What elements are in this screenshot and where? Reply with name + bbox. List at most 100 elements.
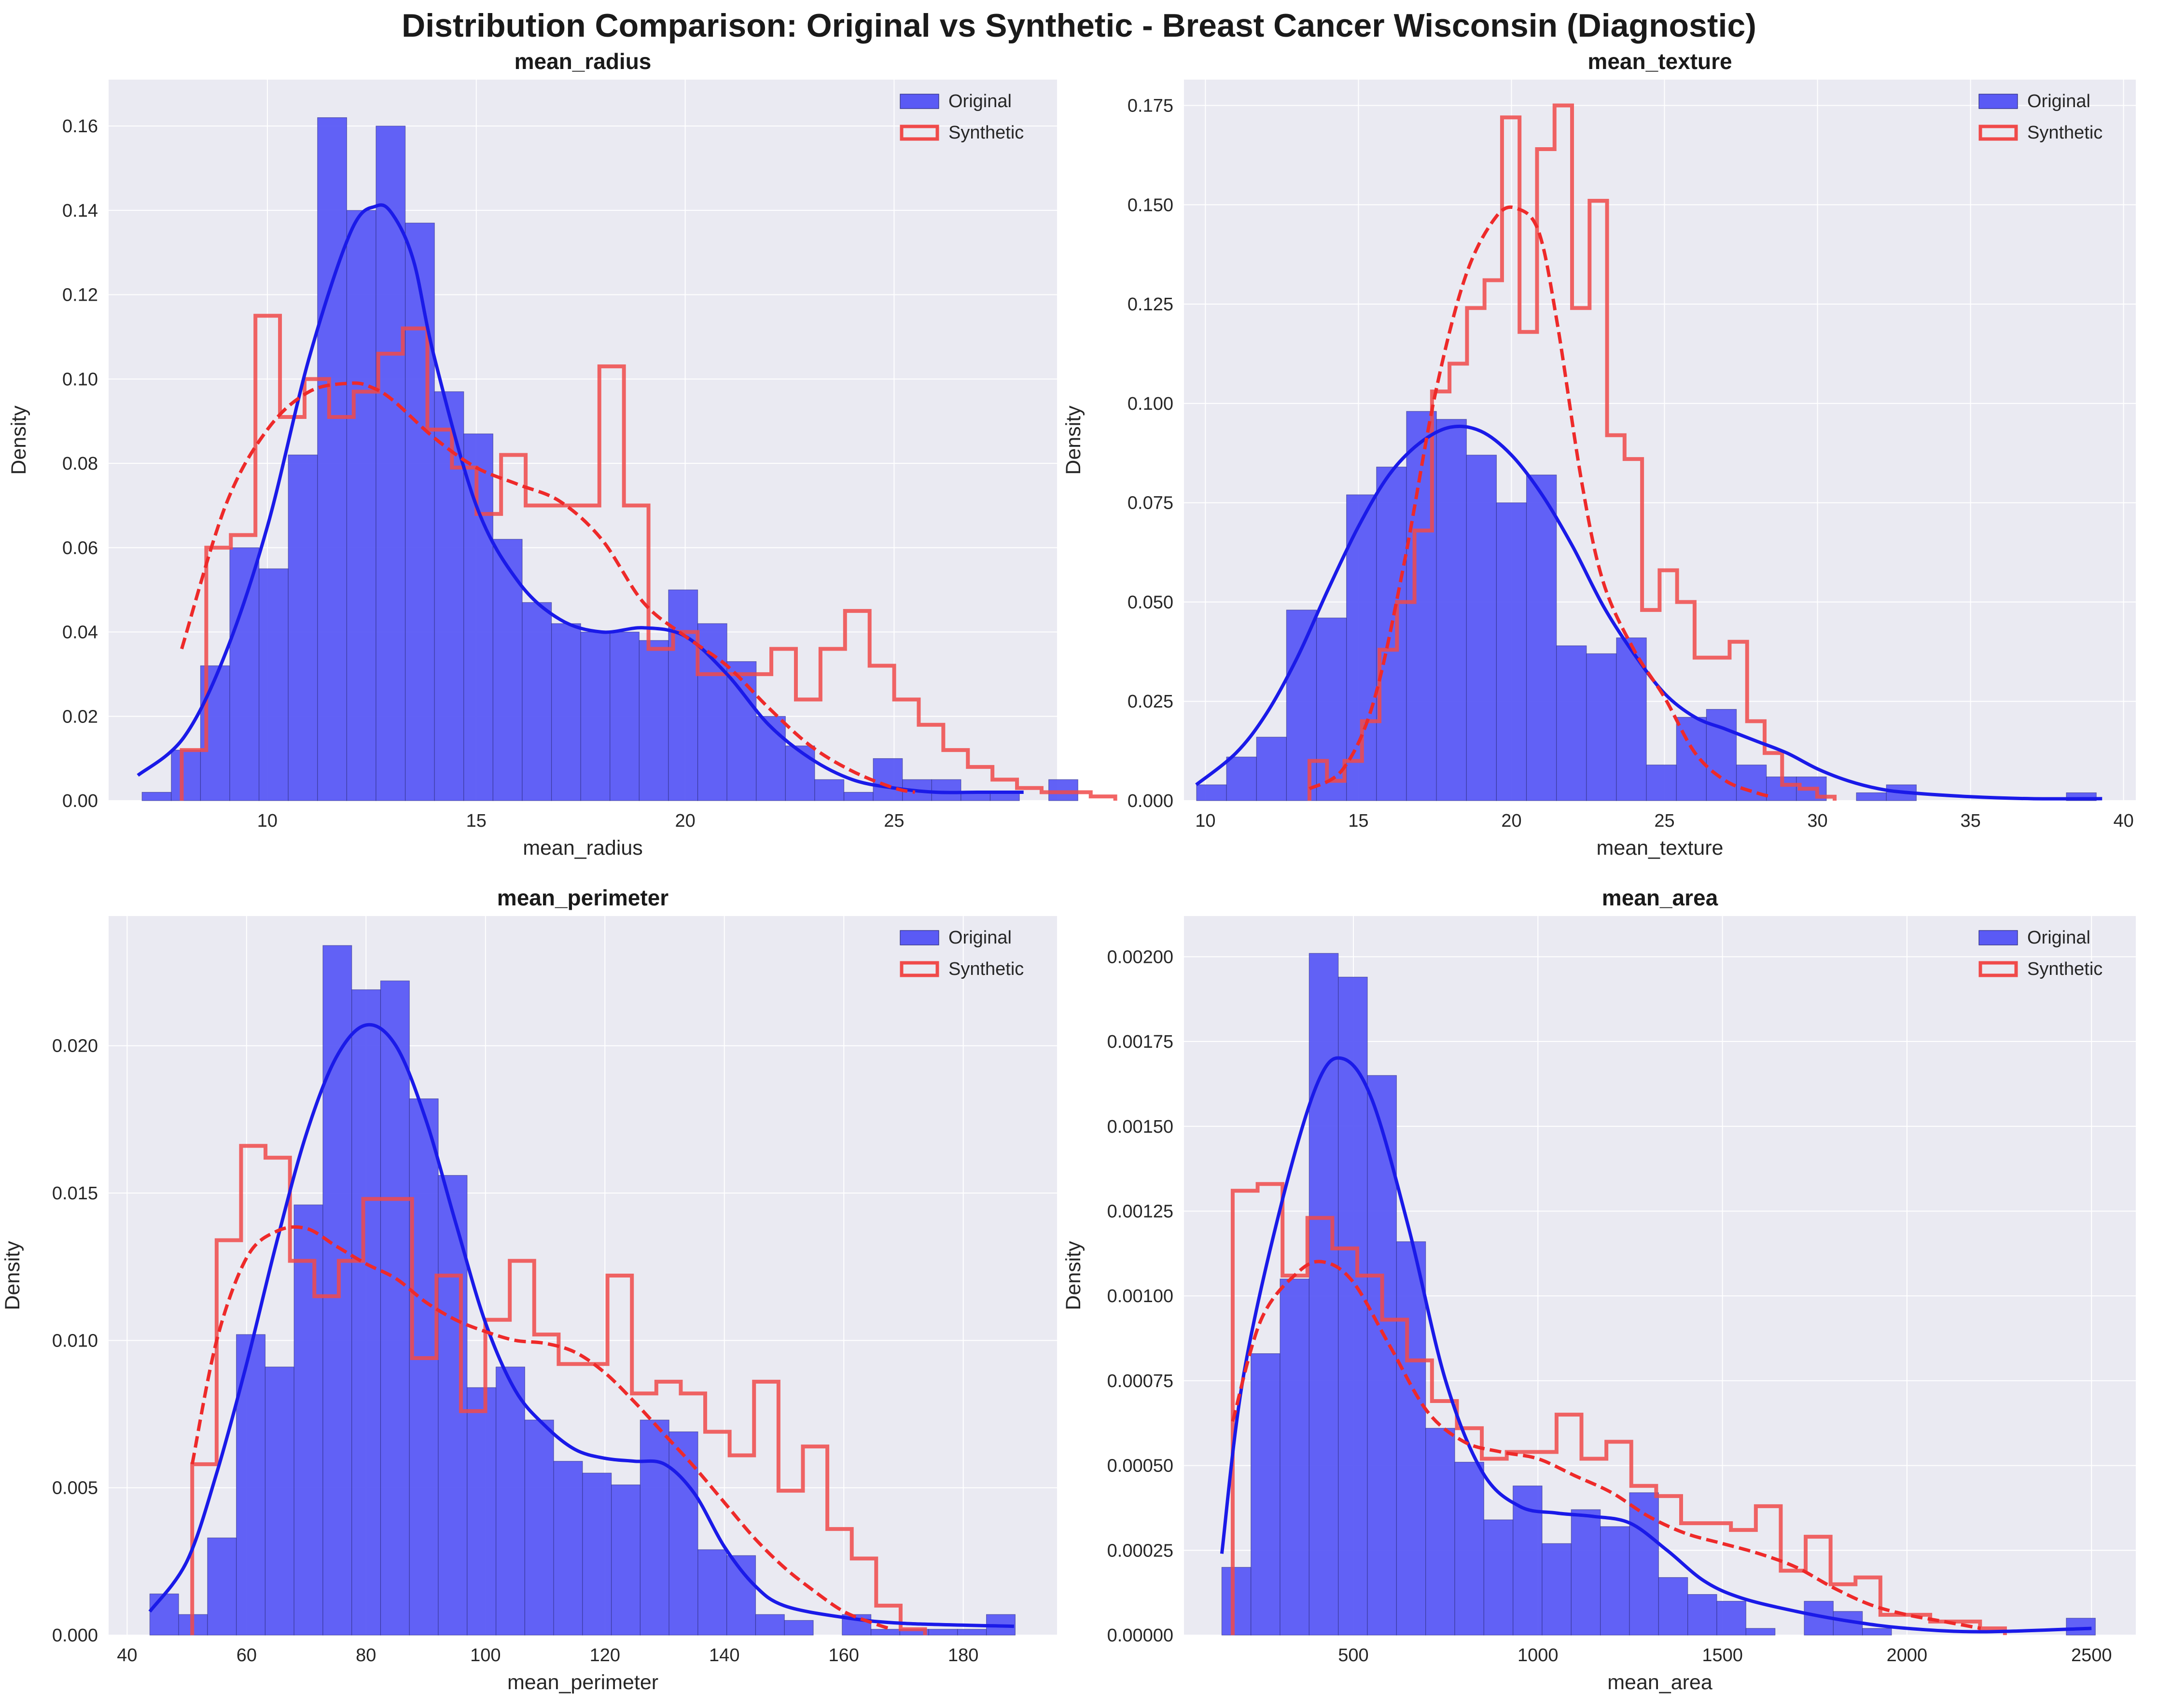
original-bar (229, 547, 260, 801)
original-kde-line (137, 203, 1024, 794)
original-bar (1526, 474, 1557, 801)
y-tick-label: 0.08 (62, 454, 98, 474)
original-bar (1436, 419, 1467, 801)
original-bar (1396, 1241, 1426, 1636)
original-bar (726, 661, 757, 801)
original-bar (610, 631, 640, 801)
original-bar (1226, 756, 1257, 801)
legend-synthetic-label: Synthetic (948, 959, 1024, 979)
y-tick-label: 0.00000 (1107, 1625, 1173, 1646)
x-tick-label: 25 (1654, 811, 1674, 831)
original-bar (668, 589, 698, 801)
y-axis-label: Density (1, 1241, 24, 1310)
x-tick-label: 100 (470, 1645, 501, 1666)
synthetic-step-histogram (190, 1144, 927, 1635)
original-bar (726, 1555, 756, 1636)
synthetic-kde-line (190, 1225, 892, 1631)
x-tick-label: 20 (675, 811, 695, 831)
x-tick-label: 15 (466, 811, 487, 831)
x-axis-label: mean_radius (523, 836, 643, 860)
panel-title: mean_radius (515, 49, 652, 74)
original-bar (1196, 784, 1227, 801)
original-bar (1646, 764, 1677, 801)
x-tick-label: 30 (1807, 811, 1827, 831)
panel-title: mean_perimeter (497, 885, 668, 910)
x-tick-label: 10 (257, 811, 278, 831)
legend-original-label: Original (2027, 91, 2090, 111)
y-tick-label: 0.050 (1128, 592, 1173, 612)
legend-synthetic-label: Synthetic (2027, 959, 2102, 979)
y-tick-label: 0.015 (52, 1183, 98, 1204)
x-tick-label: 15 (1348, 811, 1368, 831)
legend-original-label: Original (948, 91, 1012, 111)
original-bar (873, 758, 903, 801)
legend-original-swatch (1978, 930, 2018, 945)
original-bar (524, 1419, 554, 1636)
original-bar (1483, 1519, 1514, 1636)
original-bar (1687, 1594, 1717, 1636)
original-bar (1862, 1628, 1892, 1636)
original-bar (1048, 779, 1078, 801)
original-bar (1556, 645, 1587, 801)
y-tick-label: 0.00100 (1107, 1286, 1173, 1306)
x-tick-label: 80 (356, 1645, 376, 1666)
original-bar (1454, 1461, 1484, 1636)
x-axis-label: mean_texture (1597, 836, 1724, 860)
y-tick-label: 0.020 (52, 1036, 98, 1056)
original-bar (1376, 466, 1407, 801)
original-bar (1600, 1526, 1630, 1636)
y-tick-label: 0.00 (62, 791, 98, 811)
x-tick-label: 60 (237, 1645, 257, 1666)
original-kde-line (1195, 424, 2102, 801)
panel-mean_perimeter: 40 60 80 100 120 140 160 180 0.000 0.005 0.010 0.01… (1, 885, 1057, 1694)
original-bar (553, 1461, 583, 1636)
original-bar (1629, 1492, 1659, 1636)
original-bar (380, 980, 410, 1636)
legend-synthetic-swatch (1978, 125, 2018, 141)
figure-title: Distribution Comparison: Original vs Syn… (402, 7, 1756, 44)
original-bar (141, 792, 172, 801)
legend-synthetic-swatch (1978, 961, 2018, 977)
original-bar (1286, 610, 1317, 801)
original-bar (1338, 976, 1368, 1636)
original-bar (149, 1593, 179, 1636)
original-bar (1745, 1628, 1776, 1636)
original-bar (1316, 617, 1347, 801)
original-bar (236, 1334, 266, 1636)
synthetic-step-histogram (1230, 1182, 2007, 1635)
x-axis-label: mean_perimeter (507, 1671, 658, 1694)
x-tick-label: 2500 (2071, 1645, 2112, 1666)
legend-original-swatch (1978, 94, 2018, 109)
original-bar (171, 750, 201, 801)
x-tick-label: 20 (1501, 811, 1521, 831)
y-tick-label: 0.12 (62, 285, 98, 305)
y-tick-label: 0.00150 (1107, 1117, 1173, 1137)
original-bar (697, 1549, 727, 1636)
original-kde-line (148, 1023, 1015, 1628)
original-bar (756, 716, 786, 801)
original-bar (784, 1620, 814, 1636)
y-tick-label: 0.00025 (1107, 1541, 1173, 1561)
original-bar (1425, 1428, 1455, 1636)
panel-title: mean_area (1602, 885, 1718, 910)
y-tick-label: 0.00050 (1107, 1456, 1173, 1476)
legend-original-swatch (900, 930, 939, 945)
original-bar (639, 640, 669, 801)
y-tick-label: 0.00075 (1107, 1371, 1173, 1391)
y-tick-label: 0.125 (1128, 294, 1173, 315)
original-bar (522, 602, 552, 801)
x-tick-label: 120 (590, 1645, 620, 1666)
legend-original-label: Original (948, 928, 1012, 948)
original-bar (265, 1366, 294, 1636)
synthetic-step-histogram (180, 314, 1117, 801)
original-bar (931, 779, 961, 801)
synthetic-kde-line (1231, 1260, 1981, 1630)
y-tick-label: 0.14 (62, 201, 98, 221)
original-bar (1571, 1509, 1601, 1636)
original-bar (317, 117, 348, 801)
x-axis-label: mean_area (1607, 1671, 1712, 1694)
panel-mean_texture: 10 15 20 25 30 35 40 0.000 0.025 0.050 0.075 0.100 0… (1062, 49, 2136, 860)
original-kde-line (1220, 1056, 2092, 1634)
x-tick-label: 40 (2113, 811, 2133, 831)
